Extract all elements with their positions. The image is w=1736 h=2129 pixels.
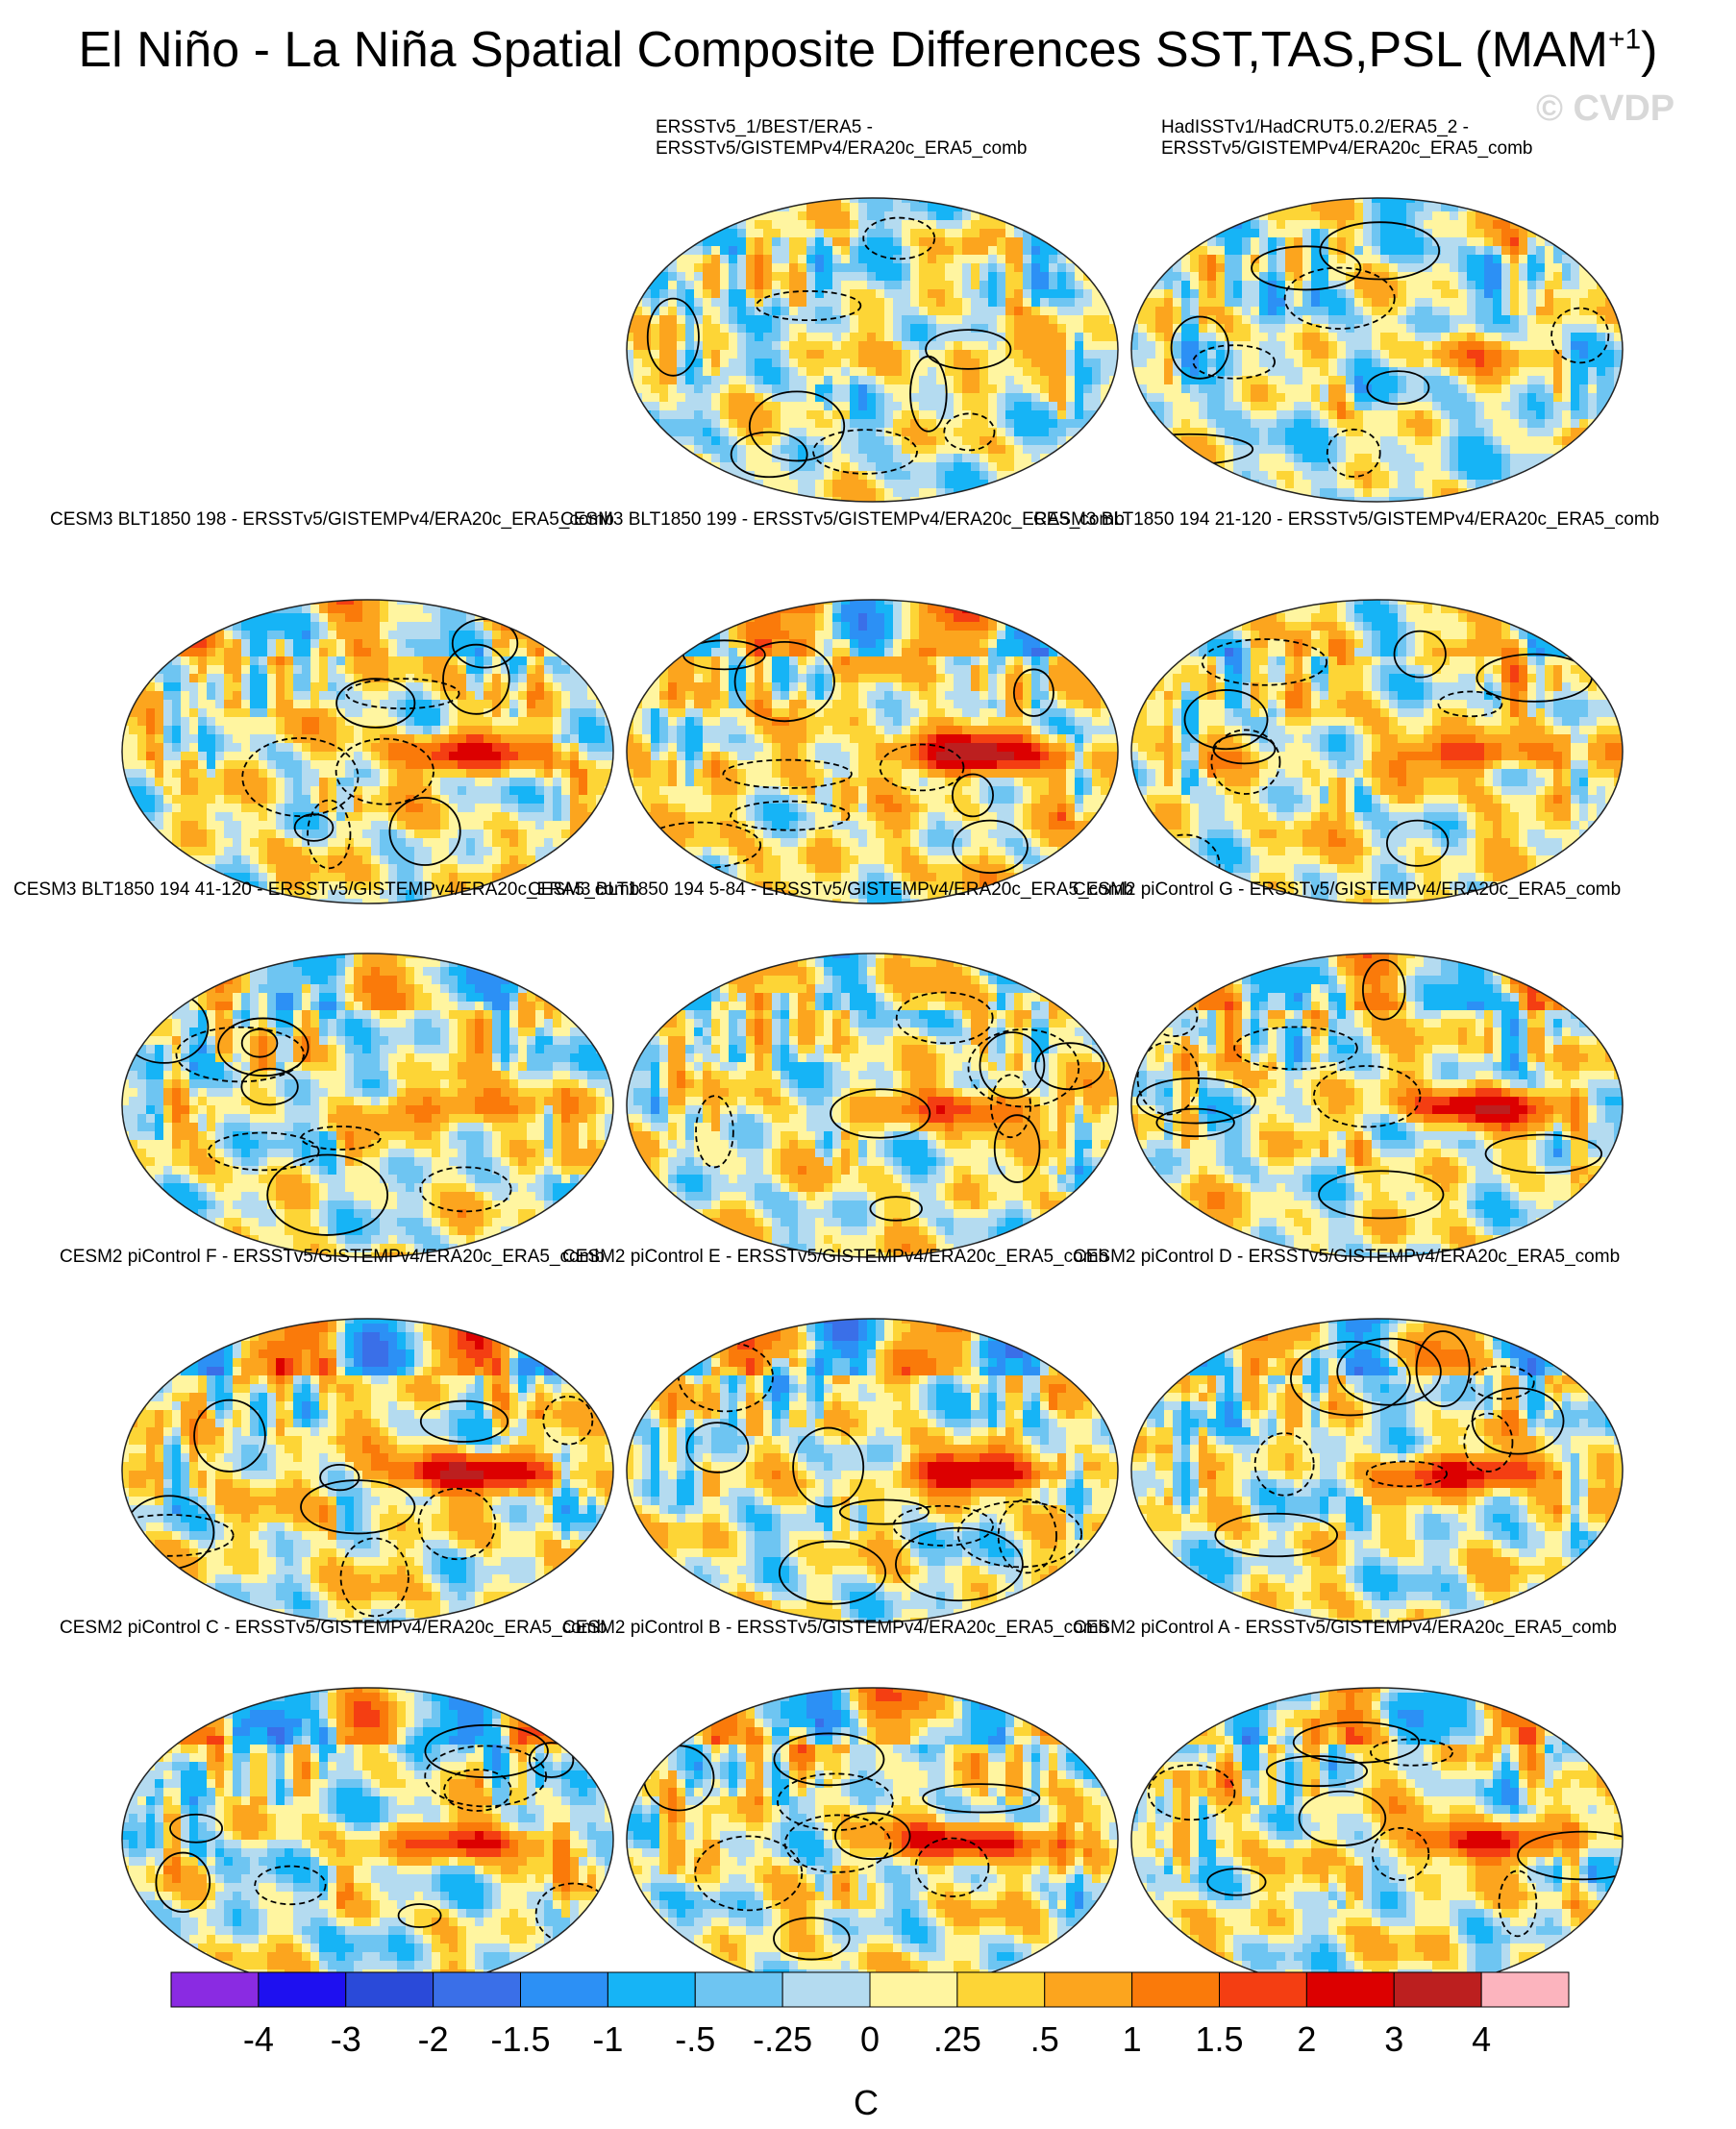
- map-panel: [121, 1687, 614, 1993]
- panel-title: CESM2 piControl A - ERSSTv5/GISTEMPv4/ER…: [1073, 1618, 1617, 1639]
- map-panel: [121, 953, 614, 1258]
- panel-title-line1: CESM2 piControl A - ERSSTv5/GISTEMPv4/ER…: [1073, 1618, 1617, 1639]
- map-panel: [1130, 1318, 1624, 1623]
- panel-title-line1: ERSSTv5_1/BEST/ERA5 -: [656, 117, 1027, 138]
- panel-title: CESM3 BLT1850 199 - ERSSTv5/GISTEMPv4/ER…: [560, 509, 1125, 531]
- panel-title-line1: CESM2 piControl D - ERSSTv5/GISTEMPv4/ER…: [1073, 1247, 1620, 1268]
- colorbar-tick-label: -.5: [675, 2019, 715, 2059]
- colorbar-tick-label: -2: [418, 2019, 449, 2059]
- panel-title-line1: CESM3 BLT1850 194 41-120 - ERSSTv5/GISTE…: [13, 879, 639, 901]
- panel-title: CESM3 BLT1850 198 - ERSSTv5/GISTEMPv4/ER…: [50, 509, 614, 531]
- colorbar-tick-label: -1.5: [490, 2019, 550, 2059]
- panel-title: CESM3 BLT1850 194 5-84 - ERSSTv5/GISTEMP…: [528, 879, 1133, 901]
- colorbar-tick-label: .25: [933, 2019, 981, 2059]
- map-panel: [626, 197, 1119, 503]
- panel-title-line1: CESM3 BLT1850 199 - ERSSTv5/GISTEMPv4/ER…: [560, 509, 1125, 531]
- panel-title-line2: ERSSTv5/GISTEMPv4/ERA20c_ERA5_comb: [656, 138, 1027, 160]
- panel-title-line1: CESM3 BLT1850 194 21-120 - ERSSTv5/GISTE…: [1033, 509, 1659, 531]
- panel-title: CESM3 BLT1850 194 21-120 - ERSSTv5/GISTE…: [1033, 509, 1659, 531]
- panel-title-line1: CESM2 piControl E - ERSSTv5/GISTEMPv4/ER…: [562, 1247, 1108, 1268]
- colorbar-tick-label: 0: [860, 2019, 880, 2059]
- colorbar-tick-label: 1.5: [1195, 2019, 1243, 2059]
- colorbar-tick-label: -4: [243, 2019, 274, 2059]
- colorbar-tick-label: -3: [331, 2019, 361, 2059]
- colorbar-tick-label: 4: [1472, 2019, 1491, 2059]
- map-panel: [626, 1318, 1119, 1623]
- panel-title: CESM2 piControl C - ERSSTv5/GISTEMPv4/ER…: [60, 1618, 607, 1639]
- watermark: © CVDP: [1536, 88, 1674, 130]
- colorbar-tick-label: -.25: [753, 2019, 812, 2059]
- panel-title: CESM2 piControl G - ERSSTv5/GISTEMPv4/ER…: [1073, 879, 1621, 901]
- colorbar-unit-label: C: [854, 2083, 879, 2123]
- panel-title: CESM3 BLT1850 194 41-120 - ERSSTv5/GISTE…: [13, 879, 639, 901]
- map-panel: [1130, 1687, 1624, 1993]
- panel-title-line1: CESM3 BLT1850 198 - ERSSTv5/GISTEMPv4/ER…: [50, 509, 614, 531]
- map-panel: [626, 599, 1119, 904]
- panel-title: ERSSTv5_1/BEST/ERA5 - ERSSTv5/GISTEMPv4/E…: [656, 117, 1027, 160]
- map-panel: [626, 1687, 1119, 1993]
- panel-title: CESM2 piControl D - ERSSTv5/GISTEMPv4/ER…: [1073, 1247, 1620, 1268]
- panel-title-line1: HadISSTv1/HadCRUT5.0.2/ERA5_2 -: [1161, 117, 1532, 138]
- map-panel: [1130, 953, 1624, 1258]
- panel-title-line1: CESM2 piControl B - ERSSTv5/GISTEMPv4/ER…: [562, 1618, 1108, 1639]
- map-panel: [121, 1318, 614, 1623]
- map-panel: [626, 953, 1119, 1258]
- colorbar-tick-label: 3: [1384, 2019, 1403, 2059]
- colorbar-tick-label: -1: [592, 2019, 623, 2059]
- colorbar-tick-label: .5: [1030, 2019, 1059, 2059]
- figure-title: El Niño - La Niña Spatial Composite Diff…: [0, 21, 1736, 79]
- panel-title: CESM2 piControl E - ERSSTv5/GISTEMPv4/ER…: [562, 1247, 1108, 1268]
- map-panel: [121, 599, 614, 904]
- colorbar-tick-label: 2: [1297, 2019, 1316, 2059]
- panel-title-line1: CESM3 BLT1850 194 5-84 - ERSSTv5/GISTEMP…: [528, 879, 1133, 901]
- panel-title: CESM2 piControl B - ERSSTv5/GISTEMPv4/ER…: [562, 1618, 1108, 1639]
- panel-title: HadISSTv1/HadCRUT5.0.2/ERA5_2 - ERSSTv5/G…: [1161, 117, 1532, 160]
- map-panel: [1130, 599, 1624, 904]
- panel-title-line1: CESM2 piControl C - ERSSTv5/GISTEMPv4/ER…: [60, 1618, 607, 1639]
- panel-title-line1: CESM2 piControl F - ERSSTv5/GISTEMPv4/ER…: [60, 1247, 605, 1268]
- panel-title: CESM2 piControl F - ERSSTv5/GISTEMPv4/ER…: [60, 1247, 605, 1268]
- map-panel: [1130, 197, 1624, 503]
- panel-title-line1: CESM2 piControl G - ERSSTv5/GISTEMPv4/ER…: [1073, 879, 1621, 901]
- colorbar-tick-label: 1: [1123, 2019, 1142, 2059]
- panel-title-line2: ERSSTv5/GISTEMPv4/ERA20c_ERA5_comb: [1161, 138, 1532, 160]
